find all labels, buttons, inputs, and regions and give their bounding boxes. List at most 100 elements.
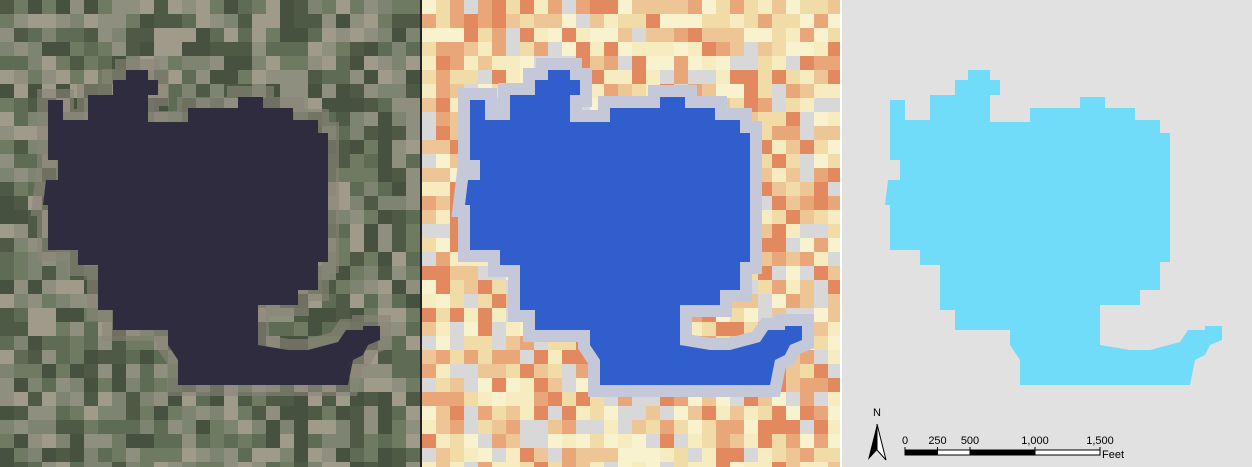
texture-pixel (28, 462, 42, 467)
texture-pixel (562, 42, 576, 56)
texture-pixel (14, 182, 28, 196)
texture-pixel (506, 28, 520, 42)
texture-pixel (112, 448, 126, 462)
texture-pixel (238, 56, 252, 70)
texture-pixel (674, 434, 688, 448)
texture-pixel (450, 364, 464, 378)
texture-pixel (534, 14, 548, 28)
texture-pixel (786, 392, 800, 406)
texture-pixel (350, 70, 364, 84)
texture-pixel (758, 434, 772, 448)
texture-pixel (336, 462, 350, 467)
texture-pixel (828, 182, 842, 196)
texture-pixel (0, 406, 14, 420)
texture-pixel (534, 364, 548, 378)
texture-pixel (590, 84, 604, 98)
texture-pixel (378, 112, 392, 126)
texture-pixel (266, 28, 280, 42)
texture-pixel (0, 126, 14, 140)
texture-pixel (14, 350, 28, 364)
texture-pixel (14, 336, 28, 350)
texture-pixel (406, 140, 420, 154)
texture-pixel (478, 70, 492, 84)
texture-pixel (168, 28, 182, 42)
texture-pixel (478, 56, 492, 70)
texture-pixel (140, 350, 154, 364)
texture-pixel (56, 336, 70, 350)
texture-pixel (154, 0, 168, 14)
texture-pixel (660, 28, 674, 42)
texture-pixel (464, 308, 478, 322)
texture-pixel (772, 126, 786, 140)
texture-pixel (478, 462, 492, 467)
texture-pixel (84, 0, 98, 14)
texture-pixel (70, 364, 84, 378)
texture-pixel (0, 448, 14, 462)
texture-pixel (196, 462, 210, 467)
texture-pixel (800, 168, 814, 182)
texture-pixel (140, 448, 154, 462)
texture-pixel (548, 392, 562, 406)
texture-pixel (238, 14, 252, 28)
texture-pixel (506, 364, 520, 378)
texture-pixel (294, 70, 308, 84)
texture-pixel (660, 14, 674, 28)
texture-pixel (406, 280, 420, 294)
texture-pixel (422, 252, 436, 266)
texture-pixel (28, 406, 42, 420)
texture-pixel (0, 210, 14, 224)
texture-pixel (168, 70, 182, 84)
texture-pixel (28, 350, 42, 364)
texture-pixel (478, 434, 492, 448)
texture-pixel (308, 448, 322, 462)
texture-pixel (0, 28, 14, 42)
texture-pixel (422, 182, 436, 196)
texture-pixel (406, 294, 420, 308)
texture-pixel (800, 56, 814, 70)
texture-pixel (280, 84, 294, 98)
texture-pixel (252, 406, 266, 420)
texture-pixel (758, 0, 772, 14)
texture-pixel (84, 56, 98, 70)
texture-pixel (646, 56, 660, 70)
texture-pixel (308, 462, 322, 467)
texture-pixel (632, 420, 646, 434)
texture-pixel (436, 266, 450, 280)
texture-pixel (436, 196, 450, 210)
texture-pixel (464, 406, 478, 420)
texture-pixel (0, 112, 14, 126)
texture-pixel (406, 378, 420, 392)
texture-pixel (800, 140, 814, 154)
texture-pixel (70, 70, 84, 84)
texture-pixel (674, 420, 688, 434)
texture-pixel (702, 42, 716, 56)
texture-pixel (350, 140, 364, 154)
texture-pixel (632, 14, 646, 28)
texture-pixel (210, 84, 224, 98)
texture-pixel (464, 378, 478, 392)
texture-pixel (604, 448, 618, 462)
texture-pixel (84, 336, 98, 350)
texture-pixel (406, 182, 420, 196)
texture-pixel (800, 364, 814, 378)
texture-pixel (392, 294, 406, 308)
texture-pixel (224, 14, 238, 28)
texture-pixel (590, 420, 604, 434)
texture-pixel (392, 434, 406, 448)
texture-pixel (364, 406, 378, 420)
texture-pixel (814, 322, 828, 336)
texture-pixel (814, 70, 828, 84)
texture-pixel (14, 154, 28, 168)
texture-pixel (392, 182, 406, 196)
texture-pixel (436, 42, 450, 56)
texture-pixel (56, 70, 70, 84)
texture-pixel (14, 0, 28, 14)
texture-pixel (322, 434, 336, 448)
texture-pixel (450, 28, 464, 42)
texture-pixel (322, 448, 336, 462)
texture-pixel (196, 84, 210, 98)
scale-label: 0 (902, 435, 908, 447)
texture-pixel (406, 266, 420, 280)
texture-pixel (632, 70, 646, 84)
texture-pixel (422, 196, 436, 210)
